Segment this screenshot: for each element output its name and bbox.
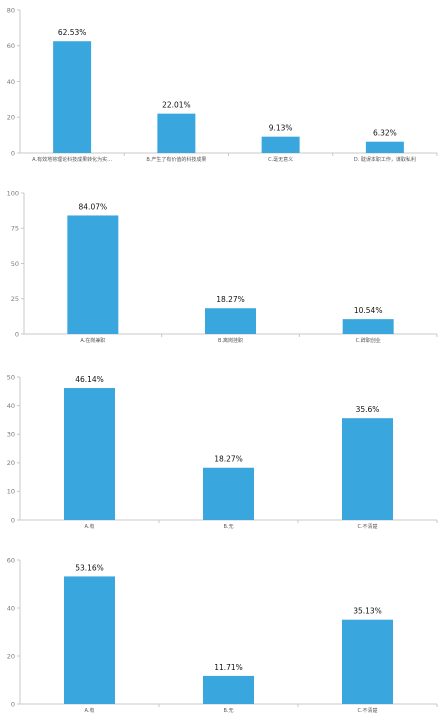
x-tick-label: C.不清楚	[357, 707, 377, 714]
y-tick-label: 10	[7, 488, 15, 496]
bar-chart-1: 0 20 40 60 80 A.有效地将理论科技成果转化为实… 62.53% B.产生了有价值…	[7, 6, 438, 163]
y-tick-label: 30	[7, 431, 15, 439]
y-tick-label: 50	[11, 260, 19, 268]
x-tick-label: A.有	[85, 523, 95, 530]
x-tick-label: C.毫无意义	[268, 156, 293, 163]
bar	[342, 619, 393, 704]
bar	[64, 576, 115, 704]
bar	[67, 215, 119, 334]
x-tick-label: C.辞职创业	[356, 337, 381, 344]
y-tick-label: 40	[7, 402, 15, 410]
data-label: 10.54%	[354, 306, 383, 315]
y-tick-label: 0	[11, 516, 15, 524]
data-label: 35.6%	[356, 405, 380, 414]
bar	[53, 41, 92, 153]
bar-chart-4: 0 20 40 60 A.有 53.16% B.无 11.71% C.不清楚 35.13%	[7, 556, 438, 714]
bar	[157, 113, 196, 153]
bar	[205, 308, 256, 334]
data-label: 84.07%	[79, 202, 108, 211]
x-tick-label: B.无	[223, 708, 233, 714]
data-label: 62.53%	[58, 28, 87, 37]
data-label: 9.13%	[269, 124, 293, 133]
y-tick-label: 20	[7, 459, 15, 467]
data-label: 11.71%	[214, 663, 243, 672]
x-tick-label: D. 耽误本职工作，谋取私利	[354, 156, 416, 163]
x-tick-label: B.无	[223, 524, 233, 530]
data-label: 6.32%	[373, 129, 397, 138]
bar	[64, 388, 115, 520]
data-label: 46.14%	[75, 375, 104, 384]
y-tick-label: 40	[7, 604, 15, 612]
data-label: 22.01%	[162, 101, 191, 110]
bar	[203, 675, 254, 704]
data-label: 18.27%	[214, 455, 243, 464]
y-tick-label: 40	[7, 78, 15, 86]
y-tick-label: 0	[11, 700, 15, 708]
y-tick-label: 60	[7, 42, 15, 50]
bar-chart-2: 0 25 50 75 100 A.在岗兼职 84.07% B.离岗挂职 18.27% C.辞职创业…	[7, 189, 438, 344]
y-tick-label: 0	[15, 330, 19, 338]
bar	[342, 418, 393, 520]
x-tick-label: A.有	[85, 707, 95, 714]
y-tick-label: 80	[7, 6, 15, 14]
y-tick-label: 25	[11, 295, 19, 303]
y-tick-label: 75	[11, 225, 19, 233]
y-tick-label: 100	[7, 189, 19, 197]
x-tick-label: A.有效地将理论科技成果转化为实…	[32, 156, 112, 163]
y-tick-label: 0	[11, 149, 15, 157]
x-tick-label: B.离岗挂职	[218, 337, 243, 344]
y-tick-label: 60	[7, 556, 15, 564]
y-tick-label: 50	[7, 373, 15, 381]
bar	[261, 136, 300, 153]
y-tick-label: 20	[7, 114, 15, 122]
x-tick-label: B.产生了有价值的科技成果	[146, 156, 206, 163]
y-tick-label: 20	[7, 652, 15, 660]
data-label: 35.13%	[353, 607, 382, 616]
data-label: 18.27%	[216, 295, 245, 304]
x-tick-label: A.在岗兼职	[80, 337, 105, 344]
x-tick-label: C.不清楚	[357, 523, 377, 530]
bar	[342, 319, 394, 334]
bar	[203, 467, 254, 520]
bar-chart-3: 0 10 20 30 40 50 A.有 46.14% B.无 18.27% C.不清楚 35.6%	[7, 373, 438, 530]
bar	[365, 141, 404, 153]
data-label: 53.16%	[75, 563, 104, 572]
